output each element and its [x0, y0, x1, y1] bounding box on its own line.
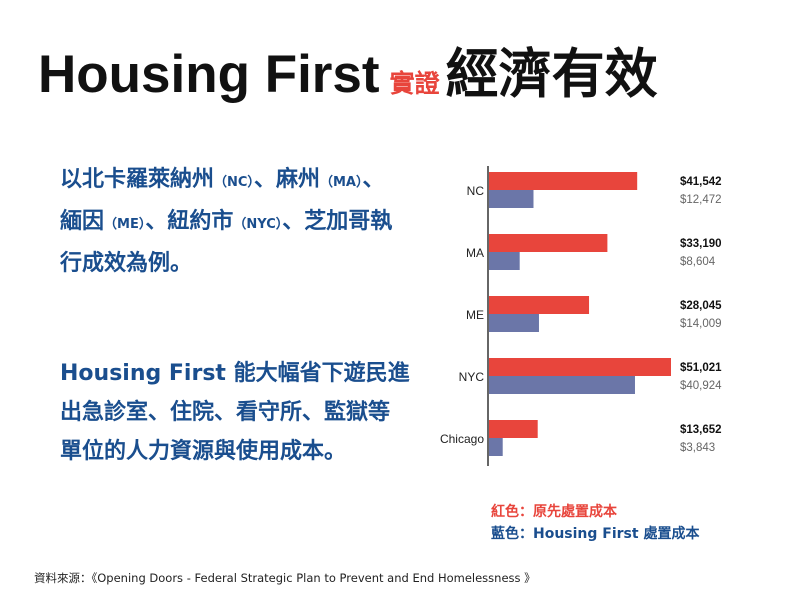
bar-original-cost	[489, 296, 590, 314]
legend-blue: 藍色：Housing First 處置成本	[491, 526, 700, 542]
bar-original-cost	[489, 172, 638, 190]
data-label: $51,021	[680, 362, 722, 374]
title-english: Housing First	[38, 45, 380, 104]
intro-nc: （NC）	[214, 175, 254, 190]
intro-nyc: （NYC）	[233, 217, 283, 232]
category-label: ME	[466, 308, 484, 322]
source-citation: 資料來源：《Opening Doors - Federal Strategic …	[34, 571, 536, 585]
intro-text-4: 、紐約市	[145, 209, 234, 234]
bar-housing-first-cost	[489, 252, 520, 270]
data-label: $40,924	[680, 380, 722, 392]
bar-housing-first-cost	[489, 376, 635, 394]
intro-text-3: 、緬因	[60, 167, 385, 234]
data-label: $3,843	[680, 442, 715, 454]
data-label: $13,652	[680, 424, 722, 436]
data-label: $33,190	[680, 238, 722, 250]
bar-housing-first-cost	[489, 190, 534, 208]
intro-text-1: 以北卡羅萊納州	[60, 167, 215, 192]
data-label: $41,542	[680, 176, 722, 188]
bar-original-cost	[489, 420, 538, 438]
category-label: NC	[467, 184, 485, 198]
bar-housing-first-cost	[489, 314, 539, 332]
category-label: MA	[466, 246, 484, 260]
intro-me: （ME）	[104, 217, 146, 232]
data-label: $8,604	[680, 256, 716, 268]
data-label: $14,009	[680, 318, 722, 330]
title-red-text: 實證	[389, 69, 440, 98]
intro-ma: （MA）	[319, 175, 363, 190]
intro-paragraph: 以北卡羅萊納州（NC）、麻州（MA）、緬因（ME）、紐約市（NYC）、芝加哥執行…	[60, 160, 400, 283]
category-label: Chicago	[440, 432, 484, 446]
page-title: Housing First 實證 經濟有效	[38, 32, 658, 105]
cost-comparison-chart: NC $41,542 $12,472 MA $33,190 $8,604 ME $28,045…	[440, 166, 722, 466]
legend-red: 紅色：原先處置成本	[491, 504, 617, 520]
bar-original-cost	[489, 234, 608, 252]
intro-text-5: 、芝加哥執行成效為例。	[60, 209, 393, 276]
data-label: $12,472	[680, 194, 722, 206]
bar-housing-first-cost	[489, 438, 503, 456]
data-label: $28,045	[680, 300, 722, 312]
title-big-text: 經濟有效	[445, 44, 658, 105]
category-label: NYC	[459, 370, 485, 384]
intro-text-2: 、麻州	[253, 167, 320, 192]
benefit-paragraph: Housing First 能大幅省下遊民進出急診室、住院、看守所、監獄等單位的…	[60, 361, 410, 464]
bar-original-cost	[489, 358, 671, 376]
